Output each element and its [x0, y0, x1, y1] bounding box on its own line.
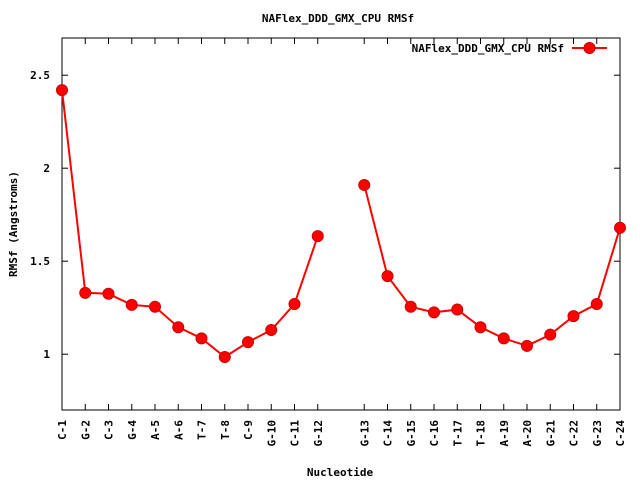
y-tick-label: 1: [43, 348, 50, 361]
data-point-C-16: [428, 306, 440, 319]
x-tick-label: G-4: [126, 420, 139, 440]
x-tick-label: T-17: [451, 420, 464, 447]
x-tick-label: C-14: [382, 420, 395, 447]
x-axis: C-1 G-2 C-3 G-4 A-5 A-6 T-7 T-8 C-9 G-10 C-11 G-12 G…: [56, 38, 627, 447]
legend-marker: [583, 42, 596, 54]
plot-border: [61, 37, 621, 411]
data-point-G-13: [358, 178, 371, 191]
data-point-G-21: [544, 328, 557, 341]
x-tick-label: G-21: [544, 420, 557, 447]
data-point-C-11: [288, 297, 301, 310]
data-point-G-23: [590, 297, 603, 310]
series-lines: [61, 89, 621, 359]
legend: NAFlex_DDD_GMX_CPU RMSf: [412, 42, 607, 55]
data-point-C-9: [242, 336, 254, 349]
x-axis-label: Nucleotide: [307, 466, 374, 479]
x-tick-label: C-11: [289, 420, 302, 447]
x-tick-label: G-2: [79, 420, 92, 440]
y-tick-label: 2: [43, 162, 50, 175]
x-tick-label: T-8: [219, 420, 232, 440]
y-axis-label: RMSf (Angstroms): [7, 171, 20, 277]
data-point-A-20: [521, 339, 533, 352]
series-line-segment-2: [363, 184, 621, 347]
y-tick-label: 1.5: [30, 255, 50, 268]
series-points: [56, 84, 626, 363]
x-tick-label: C-22: [568, 420, 581, 447]
x-tick-label: T-18: [475, 420, 488, 447]
x-tick-label: A-20: [521, 420, 534, 447]
data-point-T-18: [474, 321, 487, 334]
x-tick-label: C-3: [103, 420, 116, 440]
data-point-G-12: [311, 230, 324, 243]
x-tick-label: G-13: [358, 420, 371, 447]
x-tick-label: C-24: [614, 420, 627, 447]
x-tick-label: T-7: [196, 420, 209, 440]
data-point-C-24: [614, 221, 626, 234]
x-tick-label: G-15: [405, 420, 418, 447]
data-point-T-17: [451, 303, 464, 316]
data-point-G-4: [125, 298, 138, 311]
data-point-G-15: [404, 300, 417, 313]
series-line-segment-1: [61, 89, 319, 359]
y-tick-label: 2.5: [30, 69, 50, 82]
x-tick-label: A-5: [149, 420, 162, 440]
x-tick-label: A-6: [172, 420, 185, 440]
x-tick-label: C-1: [56, 420, 69, 440]
data-point-T-7: [195, 332, 208, 345]
data-point-G-10: [265, 324, 278, 337]
x-tick-label: G-12: [312, 420, 325, 447]
data-point-C-14: [381, 270, 394, 283]
data-point-A-6: [172, 321, 185, 334]
legend-label: NAFlex_DDD_GMX_CPU RMSf: [412, 42, 564, 55]
x-tick-label: G-23: [591, 420, 604, 447]
x-tick-label: C-9: [242, 420, 255, 440]
x-tick-label: C-16: [428, 420, 441, 447]
plot-frame: [61, 37, 621, 411]
data-point-A-5: [149, 300, 161, 313]
data-point-C-1: [56, 84, 68, 97]
y-axis: 1 1.5 2 2.5: [30, 69, 620, 361]
data-point-A-19: [497, 332, 510, 345]
x-tick-label: G-10: [265, 420, 278, 447]
data-point-C-3: [102, 287, 115, 300]
data-point-G-2: [79, 286, 92, 299]
data-point-C-22: [567, 310, 580, 323]
data-point-T-8: [218, 350, 231, 363]
x-tick-label: A-19: [498, 420, 511, 447]
chart-title: NAFlex_DDD_GMX_CPU RMSf: [262, 12, 414, 25]
